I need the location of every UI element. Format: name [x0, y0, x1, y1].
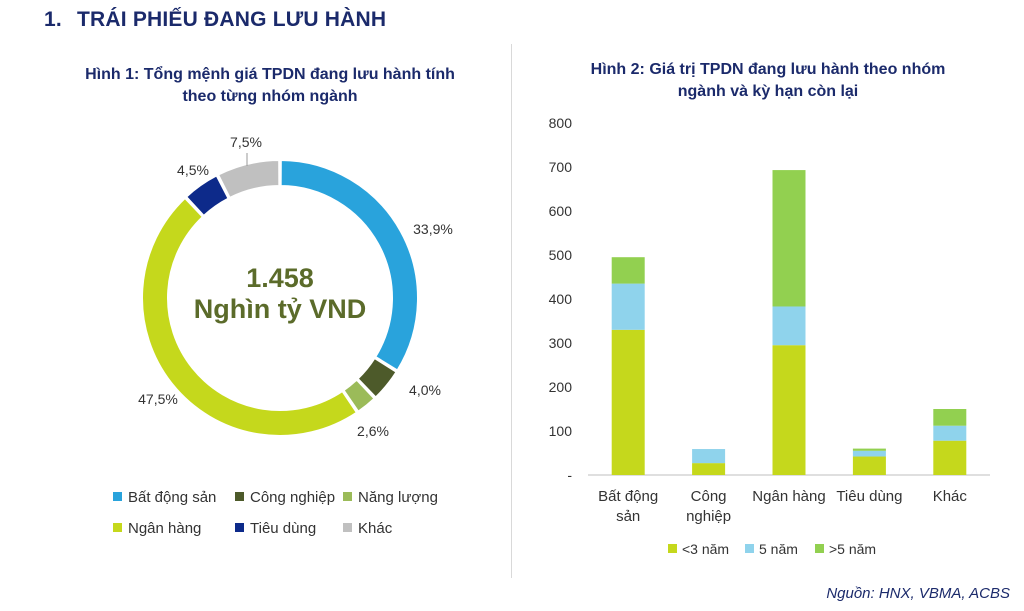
- bar-0-series-0: [611, 329, 645, 475]
- bar-4-series-2: [933, 409, 967, 426]
- section-number: 1.: [44, 8, 62, 31]
- y-tick-label-1: 100: [549, 423, 573, 439]
- y-tick-label-2: 200: [549, 379, 573, 395]
- donut-legend-swatch-3: [113, 523, 122, 532]
- y-tick-label-8: 800: [549, 115, 573, 131]
- bar-0-series-1: [611, 283, 645, 330]
- y-tick-label-7: 700: [549, 159, 573, 175]
- figure2-title: Hình 2: Giá trị TPDN đang lưu hành theo …: [548, 59, 988, 103]
- donut-label-2: 2,6%: [357, 423, 389, 439]
- bar-1-series-1: [692, 449, 726, 464]
- bar-3-series-1: [852, 450, 886, 457]
- x-tick-label-0-1: sản: [616, 508, 640, 525]
- bar-legend-label-0: <3 năm: [682, 541, 729, 557]
- figure2-title-line2: ngành và kỳ hạn còn lại: [677, 83, 859, 100]
- donut-legend-label-0: Bất động sản: [128, 489, 216, 506]
- x-tick-label-3-0: Tiêu dùng: [836, 488, 902, 505]
- donut-slice-4: [184, 174, 230, 218]
- bar-3-series-0: [852, 456, 886, 475]
- y-tick-label-4: 400: [549, 291, 573, 307]
- donut-slice-1: [356, 356, 398, 399]
- donut-label-4: 4,5%: [177, 162, 209, 178]
- figure2-title-line1: Hình 2: Giá trị TPDN đang lưu hành theo …: [590, 61, 946, 78]
- bar-legend-swatch-2: [815, 544, 824, 553]
- donut-legend-label-1: Công nghiệp: [250, 489, 335, 506]
- x-tick-label-1-0: Công: [691, 488, 727, 505]
- figure1-title-line1: Hình 1: Tổng mệnh giá TPDN đang lưu hành…: [85, 66, 455, 83]
- x-tick-label-2-0: Ngân hàng: [752, 488, 825, 505]
- donut-slice-5: [216, 158, 281, 200]
- donut-center-value: 1.458: [246, 263, 314, 293]
- y-tick-label-6: 600: [549, 203, 573, 219]
- x-tick-label-4-0: Khác: [933, 488, 968, 505]
- donut-slice-0: [279, 158, 419, 372]
- figure1-title: Hình 1: Tổng mệnh giá TPDN đang lưu hành…: [60, 64, 480, 108]
- y-tick-label-3: 300: [549, 335, 573, 351]
- donut-legend-label-5: Khác: [358, 520, 393, 537]
- x-tick-label-0-0: Bất động: [598, 488, 658, 505]
- bar-legend-swatch-0: [668, 544, 677, 553]
- donut-label-1: 4,0%: [409, 382, 441, 398]
- bar-0-series-2: [611, 257, 645, 284]
- donut-legend-label-4: Tiêu dùng: [250, 520, 316, 537]
- donut-slice-3: [141, 196, 359, 437]
- donut-label-5: 7,5%: [230, 134, 262, 150]
- x-tick-label-1-1: nghiệp: [686, 508, 731, 525]
- panel-divider: [511, 44, 512, 578]
- source-note: Nguồn: HNX, VBMA, ACBS: [826, 585, 1010, 602]
- bar-1-series-0: [692, 463, 726, 475]
- donut-label-3: 47,5%: [138, 391, 178, 407]
- bar-legend-swatch-1: [745, 544, 754, 553]
- y-tick-label-0: -: [567, 467, 572, 483]
- section-title: TRÁI PHIẾU ĐANG LƯU HÀNH: [77, 8, 387, 31]
- bar-4-series-0: [933, 440, 967, 475]
- donut-legend-label-2: Năng lượng: [358, 489, 438, 506]
- bar-legend-label-2: >5 năm: [829, 541, 876, 557]
- bar-2-series-1: [772, 306, 806, 346]
- donut-slice-2: [342, 378, 376, 414]
- bar-legend-label-1: 5 năm: [759, 541, 798, 557]
- y-tick-label-5: 500: [549, 247, 573, 263]
- donut-legend-swatch-5: [343, 523, 352, 532]
- bar-3-series-2: [852, 448, 886, 451]
- section-heading: 1. TRÁI PHIẾU ĐANG LƯU HÀNH: [44, 8, 386, 32]
- donut-legend-swatch-2: [343, 492, 352, 501]
- bar-2-series-0: [772, 345, 806, 475]
- donut-legend-label-3: Ngân hàng: [128, 520, 201, 537]
- donut-center-unit: Nghìn tỷ VND: [194, 294, 367, 324]
- bar-2-series-2: [772, 170, 806, 307]
- donut-legend-swatch-0: [113, 492, 122, 501]
- donut-label-0: 33,9%: [413, 221, 453, 237]
- donut-legend-swatch-4: [235, 523, 244, 532]
- bar-4-series-1: [933, 425, 967, 441]
- figure1-title-line2: theo từng nhóm ngành: [182, 88, 358, 105]
- donut-legend-swatch-1: [235, 492, 244, 501]
